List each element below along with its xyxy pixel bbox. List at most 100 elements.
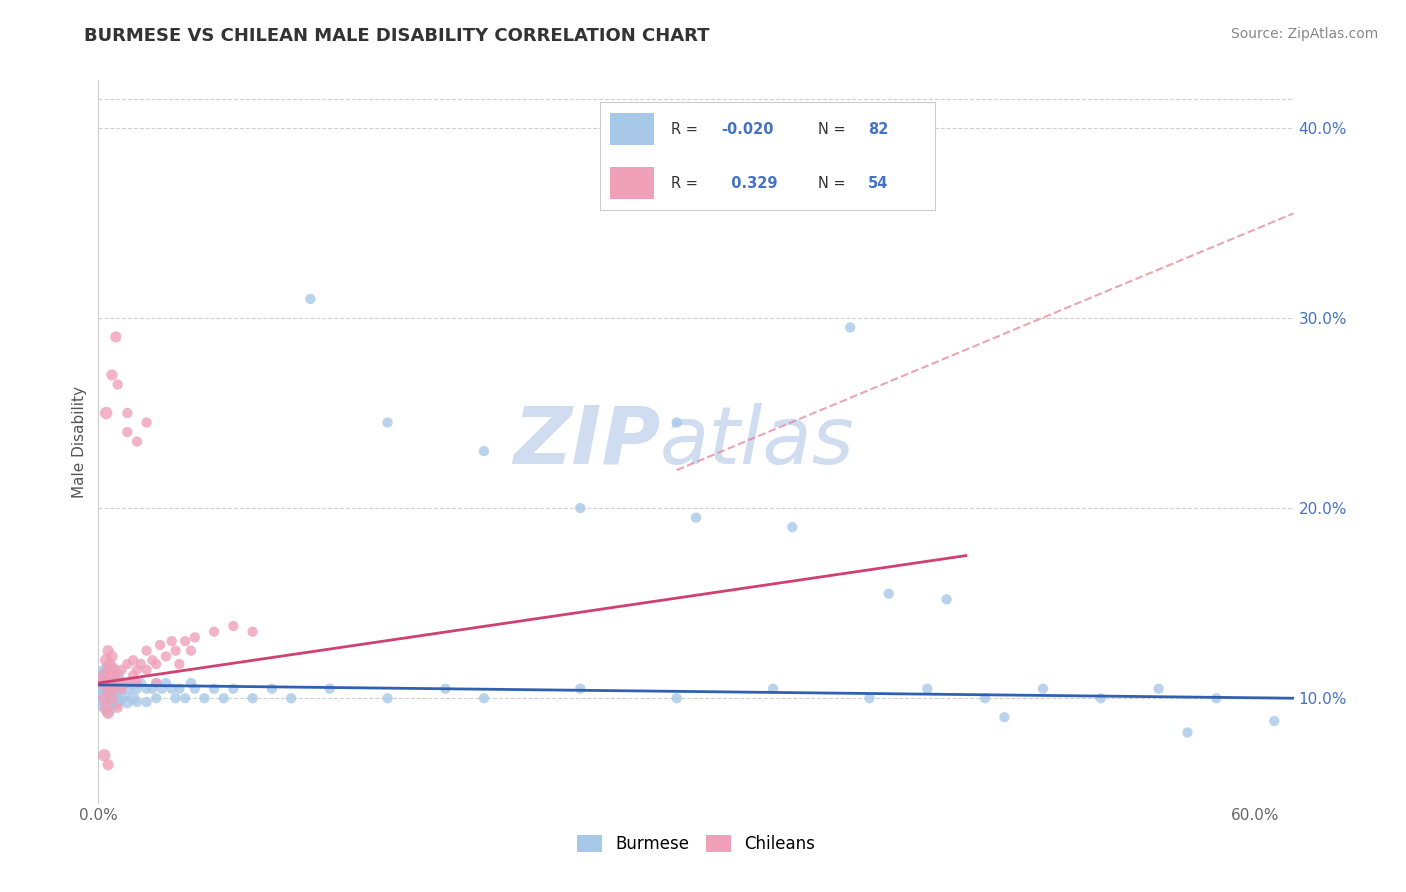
Point (117, 406, 139, 420)
Point (110, 676, 132, 690)
Point (212, 691, 235, 706)
Point (160, 681, 183, 696)
Point (184, 631, 207, 645)
Point (103, 695, 125, 709)
Point (569, 681, 592, 696)
Point (104, 691, 127, 706)
Point (103, 663, 125, 677)
Point (1205, 691, 1227, 706)
Point (222, 619, 245, 633)
Point (107, 681, 129, 696)
Point (125, 434, 148, 449)
Point (97, 757, 120, 772)
Point (98, 676, 121, 690)
Point (94, 700, 117, 714)
Point (280, 691, 302, 706)
Point (434, 681, 457, 696)
Point (98, 681, 121, 696)
Point (110, 691, 132, 706)
Point (101, 676, 124, 690)
Point (150, 681, 173, 696)
Point (1147, 681, 1170, 696)
Point (117, 657, 139, 671)
Point (94, 681, 117, 696)
Point (165, 643, 187, 657)
Point (117, 695, 139, 709)
Point (97, 681, 120, 696)
Point (97, 691, 120, 706)
Point (129, 657, 152, 671)
Point (98, 657, 121, 671)
Point (242, 624, 264, 639)
Y-axis label: Male Disability: Male Disability (72, 385, 87, 498)
Point (94, 406, 117, 420)
Point (93, 668, 115, 682)
Point (101, 691, 124, 706)
Point (103, 681, 125, 696)
Point (135, 416, 157, 430)
Point (242, 691, 264, 706)
Point (125, 681, 148, 696)
Point (97, 703, 120, 717)
Point (762, 681, 785, 696)
Point (145, 691, 167, 706)
Text: atlas: atlas (661, 402, 855, 481)
Point (569, 501, 592, 516)
Point (877, 587, 900, 601)
Point (97, 663, 120, 677)
Point (1090, 691, 1112, 706)
Point (260, 681, 283, 696)
Point (135, 643, 157, 657)
Point (101, 368, 124, 382)
Point (104, 676, 127, 690)
Point (180, 643, 202, 657)
Point (141, 681, 163, 696)
Point (202, 681, 225, 696)
Point (135, 681, 157, 696)
Point (839, 320, 862, 334)
Point (97, 663, 120, 677)
Point (917, 681, 939, 696)
Point (782, 520, 804, 534)
Point (169, 657, 191, 671)
Point (174, 634, 197, 648)
Point (103, 681, 125, 696)
Point (122, 668, 145, 682)
Point (94, 653, 117, 667)
Point (993, 710, 1015, 724)
Point (858, 691, 880, 706)
Point (193, 691, 215, 706)
Point (202, 624, 225, 639)
Point (122, 691, 145, 706)
Point (104, 668, 127, 682)
Point (1263, 714, 1285, 728)
Point (97, 676, 120, 690)
Point (98, 695, 121, 709)
Point (93, 691, 115, 706)
Point (91, 676, 114, 690)
Point (110, 663, 132, 677)
Point (110, 681, 132, 696)
Legend: Burmese, Chileans: Burmese, Chileans (571, 828, 821, 860)
Point (135, 663, 157, 677)
Point (101, 691, 124, 706)
Point (472, 444, 495, 458)
Point (93, 687, 115, 701)
Point (104, 330, 127, 344)
Point (665, 691, 688, 706)
Point (107, 700, 129, 714)
Point (145, 657, 167, 671)
Point (117, 676, 139, 690)
Point (174, 691, 197, 706)
Point (117, 425, 139, 439)
Point (319, 681, 342, 696)
Text: BURMESE VS CHILEAN MALE DISABILITY CORRELATION CHART: BURMESE VS CHILEAN MALE DISABILITY CORRE… (84, 27, 710, 45)
Point (472, 691, 495, 706)
Point (94, 695, 117, 709)
Point (149, 638, 172, 652)
Point (935, 592, 957, 607)
Point (101, 663, 124, 677)
Point (97, 643, 120, 657)
Point (107, 695, 129, 709)
Point (1032, 681, 1054, 696)
